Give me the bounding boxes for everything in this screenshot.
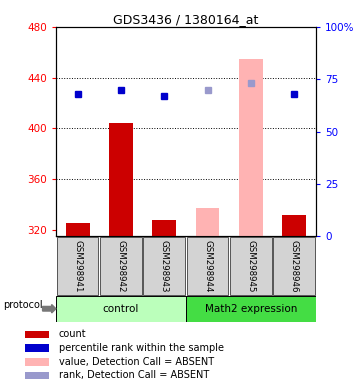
Bar <box>57 237 99 295</box>
Bar <box>239 59 263 236</box>
Text: GSM298944: GSM298944 <box>203 240 212 292</box>
Bar <box>66 223 90 236</box>
Bar <box>186 296 316 322</box>
Text: GSM298945: GSM298945 <box>247 240 255 292</box>
Text: rank, Detection Call = ABSENT: rank, Detection Call = ABSENT <box>59 371 209 381</box>
Text: control: control <box>103 304 139 314</box>
Bar <box>25 372 49 379</box>
Text: percentile rank within the sample: percentile rank within the sample <box>59 343 224 353</box>
Text: value, Detection Call = ABSENT: value, Detection Call = ABSENT <box>59 357 214 367</box>
Text: GSM298942: GSM298942 <box>117 240 125 292</box>
Bar <box>100 237 142 295</box>
Bar <box>109 123 133 236</box>
Text: GSM298941: GSM298941 <box>73 240 82 292</box>
Bar <box>25 358 49 366</box>
Title: GDS3436 / 1380164_at: GDS3436 / 1380164_at <box>113 13 258 26</box>
Text: GSM298943: GSM298943 <box>160 240 169 292</box>
Text: Math2 expression: Math2 expression <box>205 304 297 314</box>
Bar <box>152 220 176 236</box>
Text: GSM298946: GSM298946 <box>290 240 299 292</box>
Bar <box>143 237 185 295</box>
Bar <box>187 237 229 295</box>
Bar <box>25 344 49 352</box>
Bar <box>230 237 272 295</box>
Bar <box>282 215 306 236</box>
Text: count: count <box>59 329 87 339</box>
Bar <box>56 296 186 322</box>
Text: protocol: protocol <box>4 300 43 310</box>
Bar <box>25 331 49 338</box>
Bar <box>196 208 219 236</box>
Bar <box>273 237 315 295</box>
